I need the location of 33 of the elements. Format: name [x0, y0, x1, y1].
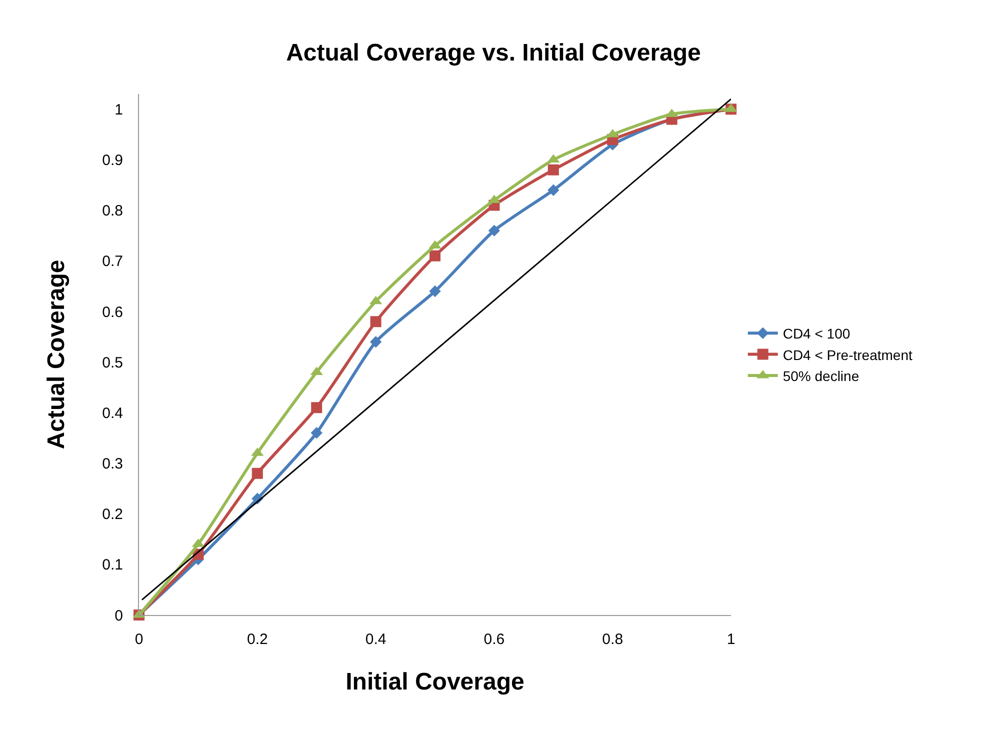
x-tick-label: 0 [134, 631, 144, 648]
y-tick-label: 1 [114, 101, 123, 118]
y-tick-label: 0.9 [102, 152, 123, 170]
chart-title: Actual Coverage vs. Initial Coverage [286, 40, 701, 67]
point [310, 427, 322, 439]
y-tick-label: 0.5 [102, 354, 123, 372]
y-tick-label: 0.3 [102, 456, 123, 472]
point [311, 402, 322, 414]
x-tick-label: 0.2 [246, 631, 268, 648]
legend-label: CD4 < 100 [782, 326, 850, 342]
point [252, 468, 263, 479]
point [370, 316, 382, 328]
x-tick-label: 1 [726, 631, 736, 648]
x-tick-label: 0.4 [365, 631, 386, 648]
y-tick-label: 0.4 [102, 404, 123, 422]
y-axis-title: Actual Coverage [43, 260, 70, 450]
y-tick-label: 0.7 [102, 253, 123, 270]
x-tick-label: 0.8 [602, 631, 624, 648]
y-tick-label: 0.6 [102, 304, 123, 321]
y-tick-label: 0.8 [102, 202, 123, 220]
x-axis-title: Initial Coverage [346, 668, 524, 696]
point [548, 164, 559, 176]
y-tick-label: 0.1 [102, 556, 123, 574]
legend-label: 50% decline [782, 368, 860, 384]
point [548, 184, 560, 196]
point [370, 336, 382, 348]
legend-label: CD4 < Pre-treatment [782, 346, 912, 363]
y-tick-label: 0.2 [102, 506, 123, 524]
x-tick-label: 0.6 [484, 631, 505, 648]
y-tick-label: 0 [114, 607, 123, 624]
point [429, 285, 441, 298]
point [430, 250, 440, 262]
point [488, 224, 500, 236]
